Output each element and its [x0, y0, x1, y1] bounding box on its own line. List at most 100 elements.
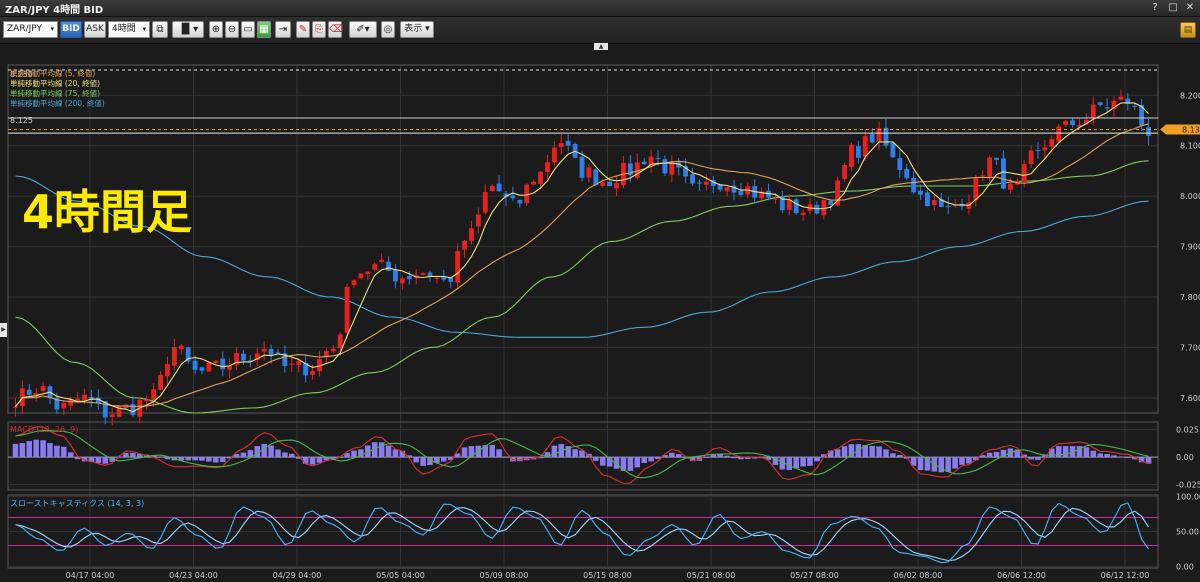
maximize-icon[interactable]: □	[1168, 2, 1178, 13]
fit-icon[interactable]: ▭	[241, 21, 255, 38]
close-icon[interactable]: ✕	[1185, 2, 1195, 13]
candle-body	[171, 347, 177, 366]
macd-hist-bar	[565, 446, 571, 458]
macd-hist-bar	[447, 457, 454, 460]
macd-hist-bar	[821, 454, 827, 458]
display-menu-button[interactable]: 表示 ▾	[400, 21, 434, 38]
macd-hist-bar	[924, 457, 931, 471]
candle-body	[75, 398, 81, 401]
candle-body	[545, 162, 550, 173]
candle-body	[386, 261, 391, 271]
pen-menu-button[interactable]: ✐▾	[349, 21, 377, 38]
candle-body	[379, 259, 385, 262]
ask-button[interactable]: ASK	[84, 21, 106, 38]
y-tick-label: 7.600	[1180, 394, 1200, 403]
candle-body	[648, 156, 654, 167]
candle-body	[1139, 104, 1145, 126]
legend-ma5: 単純移動平均線 (5, 終値)	[10, 68, 95, 78]
zoom-in-icon[interactable]: ⊕	[209, 21, 223, 38]
candle-body	[427, 272, 433, 277]
candle-body	[261, 348, 267, 352]
macd-hist-bar	[503, 456, 509, 458]
expand-panel-icon[interactable]: ▶	[0, 323, 7, 337]
macd-hist-bar	[289, 453, 295, 458]
macd-hist-bar	[627, 457, 634, 471]
candle-body	[220, 358, 226, 370]
collapse-toolbar-icon[interactable]: ▲	[594, 43, 608, 50]
macd-hist-bar	[1049, 448, 1055, 458]
macd-hist-bar	[745, 457, 751, 460]
macd-hist-bar	[1076, 446, 1083, 458]
candle-body	[462, 240, 467, 250]
macd-hist-bar	[219, 457, 226, 463]
macd-hist-bar	[827, 450, 834, 458]
candle-body	[199, 367, 205, 371]
candle-body	[614, 183, 619, 189]
grid-icon[interactable]: ▦	[257, 21, 271, 38]
candle-body	[1070, 120, 1075, 126]
compare-icon[interactable]: ⧉	[152, 21, 168, 38]
candle-body	[828, 200, 834, 205]
candle-body	[600, 182, 606, 186]
symbol-select[interactable]: ZAR/JPY ▾	[3, 21, 58, 38]
candle-body	[282, 353, 288, 367]
macd-hist-bar	[309, 457, 316, 465]
help-icon[interactable]: ?	[1152, 2, 1158, 13]
candle-body	[158, 374, 163, 390]
screenshot-icon[interactable]: ◎	[381, 21, 395, 38]
timeframe-select[interactable]: 4時間 ▾	[108, 21, 150, 38]
candle-body	[1083, 119, 1089, 125]
scroll-icon[interactable]: ⇥	[275, 21, 291, 38]
macd-hist-bar	[593, 457, 599, 461]
candle-body	[268, 349, 274, 355]
macd-hist-bar	[61, 446, 67, 458]
macd-hist-bar	[137, 453, 143, 458]
candle-body	[1063, 121, 1069, 125]
candle-body	[593, 169, 599, 186]
candle-body	[1090, 104, 1096, 119]
candle-body	[821, 200, 827, 216]
macd-hist-bar	[1028, 457, 1034, 460]
candle-body	[717, 184, 723, 190]
draw-icon[interactable]: ✎	[296, 21, 310, 38]
candle-body	[918, 190, 923, 195]
macd-hist-bar	[751, 457, 758, 459]
macd-hist-bar	[295, 457, 302, 459]
settings-icon[interactable]: ▤	[1180, 22, 1196, 38]
macd-hist-bar	[1125, 457, 1131, 458]
erase-icon[interactable]: ⌫	[328, 21, 343, 38]
macd-hist-bar	[482, 445, 489, 458]
price-tag-label: 8.132	[1182, 126, 1200, 135]
macd-hist-bar	[40, 440, 46, 458]
macd-hist-bar	[1097, 453, 1103, 458]
macd-hist-bar	[786, 457, 793, 471]
candle-body	[1001, 158, 1006, 189]
candle-body	[641, 161, 647, 165]
macd-hist-bar	[772, 457, 779, 465]
y-tick-label: 8.000	[1180, 192, 1200, 201]
candle-body	[496, 183, 502, 192]
macd-hist-bar	[537, 457, 544, 459]
macd-hist-bar	[917, 457, 924, 471]
ma20-layer	[15, 123, 1149, 408]
macd-tick-label: 0.00	[1176, 453, 1194, 462]
candle-body	[904, 168, 910, 179]
x-tick-label: 05/05 04:00	[376, 571, 425, 580]
candle-body	[206, 362, 212, 372]
candle-body	[310, 371, 315, 375]
macd-hist-bar	[1131, 457, 1138, 460]
bid-button[interactable]: BID	[60, 21, 82, 38]
candle-body	[1035, 149, 1041, 151]
title-bar: ZAR/JPY 4時間 BID ? □ ✕	[0, 0, 1200, 17]
macd-hist-bar	[54, 445, 60, 458]
macd-hist-bar	[302, 457, 309, 464]
zoom-out-icon[interactable]: ⊖	[225, 21, 239, 38]
candle-body	[448, 277, 454, 282]
chart-type-button[interactable]: ▐▌▾	[172, 21, 204, 38]
current-price-tag: 8.132	[1160, 124, 1200, 135]
candle-body	[323, 350, 329, 358]
copy-icon[interactable]: ⎘	[312, 21, 326, 38]
candle-body	[779, 196, 785, 211]
chart-area[interactable]: 7.600 7.700 7.800 7.900 8.000 8.100 8.200 0.02…	[0, 50, 1200, 582]
macd-hist-bar	[441, 457, 447, 462]
